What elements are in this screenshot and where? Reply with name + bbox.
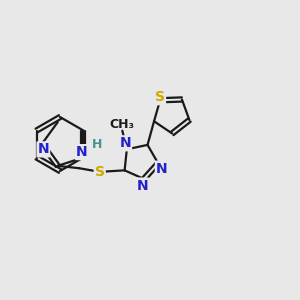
Text: CH₃: CH₃ bbox=[110, 118, 135, 130]
Text: S: S bbox=[95, 165, 105, 179]
Text: N: N bbox=[119, 136, 131, 150]
Text: N: N bbox=[156, 162, 167, 176]
Text: N: N bbox=[76, 145, 88, 159]
Text: N: N bbox=[136, 178, 148, 193]
Text: S: S bbox=[155, 90, 165, 104]
Text: H: H bbox=[92, 138, 102, 151]
Text: N: N bbox=[38, 142, 49, 156]
